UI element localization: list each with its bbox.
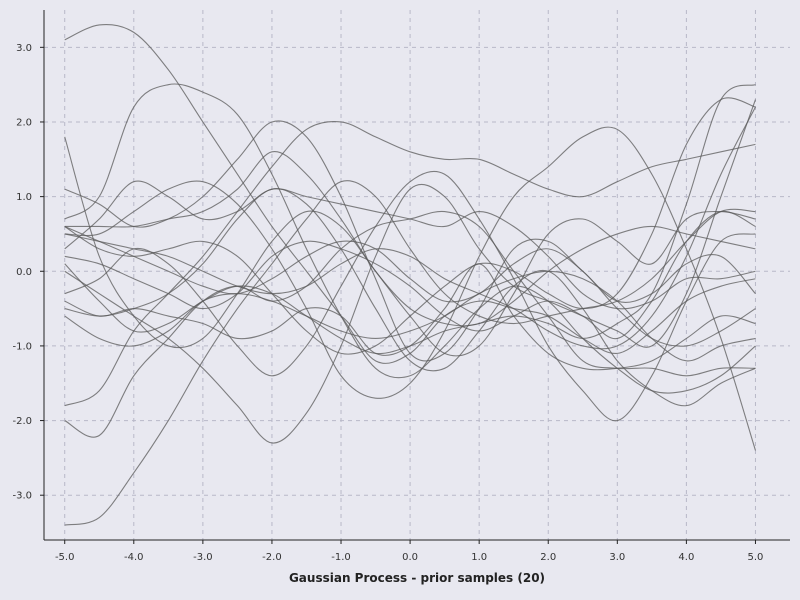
series-line-20 (64, 97, 756, 355)
series-line-4 (64, 121, 756, 407)
series-line-19 (64, 188, 756, 407)
series-line-14 (64, 210, 756, 340)
y-tick-label: 2.0 (16, 117, 32, 128)
series-line-18 (64, 84, 756, 355)
series-line-12 (64, 151, 756, 327)
x-tick-label: 4.0 (678, 552, 694, 563)
y-tick-label: -2.0 (12, 416, 32, 427)
x-tick-label: 2.0 (540, 552, 556, 563)
ticks: -5.0 -4.0 -3.0 -2.0 -1.0 0.0 1.0 2.0 3.0 4.0 5.0 -3… (12, 43, 763, 563)
series-line-15 (64, 225, 756, 347)
y-tick-label: -1.0 (12, 341, 32, 352)
grid (44, 10, 790, 540)
series-group (64, 23, 756, 526)
x-tick-label: 3.0 (609, 552, 625, 563)
x-tick-label: 0.0 (402, 552, 418, 563)
y-tick-label: -3.0 (12, 491, 32, 502)
y-tick-label: 1.0 (16, 192, 32, 203)
x-tick-label: -5.0 (55, 552, 75, 563)
y-tick-label: 0.0 (16, 267, 32, 278)
x-tick-label: -1.0 (331, 552, 351, 563)
x-axis-title: Gaussian Process - prior samples (20) (289, 571, 545, 585)
series-line-2 (64, 180, 756, 526)
x-tick-label: -4.0 (124, 552, 144, 563)
series-line-7 (64, 120, 756, 362)
x-tick-label: -3.0 (193, 552, 213, 563)
x-tick-label: 5.0 (748, 552, 764, 563)
x-tick-label: 1.0 (471, 552, 487, 563)
series-line-9 (64, 99, 756, 444)
series-line-10 (64, 180, 756, 310)
series-line-17 (64, 106, 756, 350)
x-tick-label: -2.0 (262, 552, 282, 563)
series-line-6 (64, 83, 756, 394)
series-line-5 (64, 136, 756, 357)
series-line-8 (64, 126, 756, 451)
y-tick-label: 3.0 (16, 43, 32, 54)
